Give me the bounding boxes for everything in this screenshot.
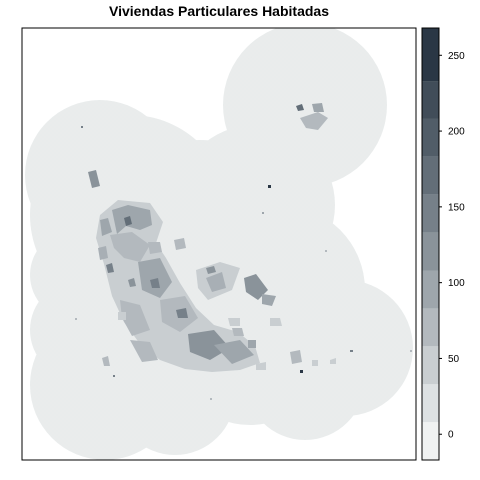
legend-frame <box>421 27 440 461</box>
legend-tick-label: 50 <box>448 354 460 365</box>
legend-bin-3 <box>422 308 439 347</box>
legend-ticks: 0 50 100 150 200 250 <box>439 51 465 441</box>
legend-bin-8 <box>422 118 439 157</box>
legend-bin-6 <box>422 194 439 233</box>
legend-bin-5 <box>422 232 439 271</box>
legend-tick-label: 150 <box>448 202 465 213</box>
legend-tick-label: 0 <box>448 430 454 441</box>
legend-tick-label: 200 <box>448 127 465 138</box>
scattered-blocks <box>75 103 412 400</box>
legend-tick-label: 250 <box>448 51 465 62</box>
legend-bin-0 <box>422 422 439 460</box>
legend-bin-4 <box>422 270 439 309</box>
legend-bins <box>422 28 439 460</box>
legend-bin-9 <box>422 81 439 119</box>
color-legend: 0 50 100 150 200 250 <box>421 27 465 461</box>
legend-bin-2 <box>422 346 439 385</box>
urban-core <box>96 200 276 372</box>
legend-bin-10 <box>422 28 439 82</box>
legend-bin-7 <box>422 156 439 195</box>
legend-bin-1 <box>422 384 439 423</box>
legend-tick-label: 100 <box>448 278 465 289</box>
map-title: Viviendas Particulares Habitadas <box>109 3 329 19</box>
panel-frame <box>21 27 417 461</box>
map-panel <box>21 27 417 461</box>
